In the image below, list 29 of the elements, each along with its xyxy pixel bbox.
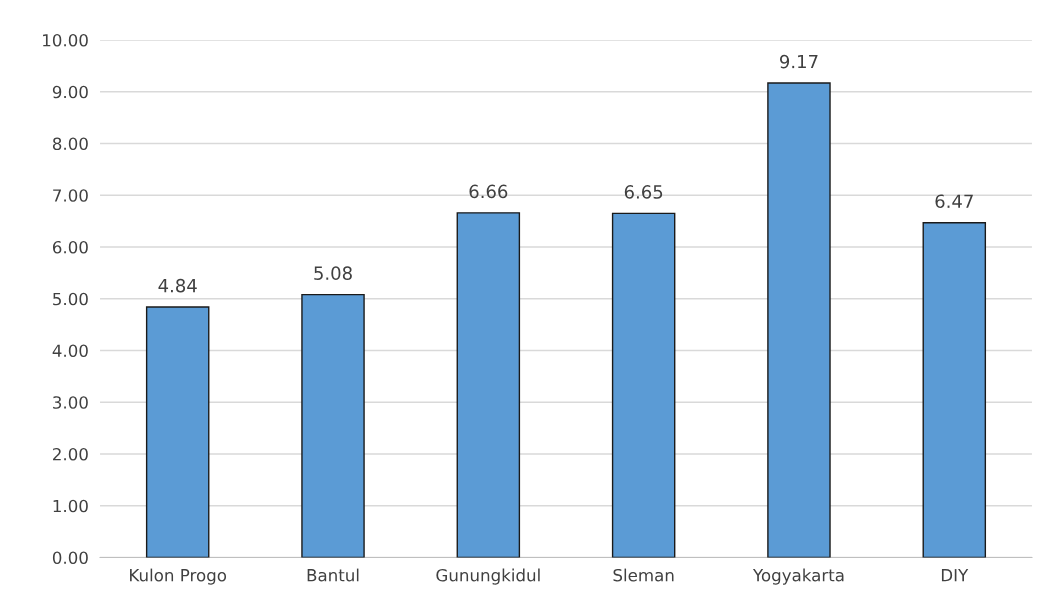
y-tick-label: 3.00 — [53, 396, 88, 409]
x-tick-label: Gunungkidul — [436, 568, 540, 585]
bar — [145, 306, 210, 558]
x-tick-label: Sleman — [613, 568, 674, 582]
bar — [456, 212, 521, 558]
bar — [767, 82, 831, 558]
x-tick-label: DIY — [941, 569, 969, 582]
data-label: 9.17 — [780, 54, 818, 69]
x-tick-label: Kulon Progo — [130, 568, 227, 585]
data-label: 4.84 — [158, 278, 197, 293]
y-tick-label: 6.00 — [52, 240, 88, 254]
x-tick-label: Yogyakarta — [752, 568, 844, 585]
data-label: 6.65 — [624, 185, 663, 199]
y-tick-label: 1.00 — [53, 499, 88, 513]
y-tick-label: 8.00 — [52, 137, 88, 151]
y-tick-label: 4.00 — [52, 344, 88, 358]
y-tick-label: 7.00 — [53, 189, 88, 202]
bar — [301, 293, 365, 558]
bar — [922, 222, 987, 558]
x-tick-label: Bantul — [307, 568, 359, 582]
bar — [611, 212, 676, 558]
data-label: 5.08 — [314, 266, 352, 281]
data-label: 6.66 — [469, 184, 508, 199]
y-tick-label: 9.00 — [52, 85, 88, 99]
y-tick-label: 0.00 — [52, 551, 88, 565]
data-label: 6.47 — [935, 194, 973, 209]
y-tick-label: 2.00 — [53, 447, 88, 461]
y-tick-label: 5.00 — [53, 292, 88, 306]
y-tick-label: 10.00 — [43, 34, 88, 47]
